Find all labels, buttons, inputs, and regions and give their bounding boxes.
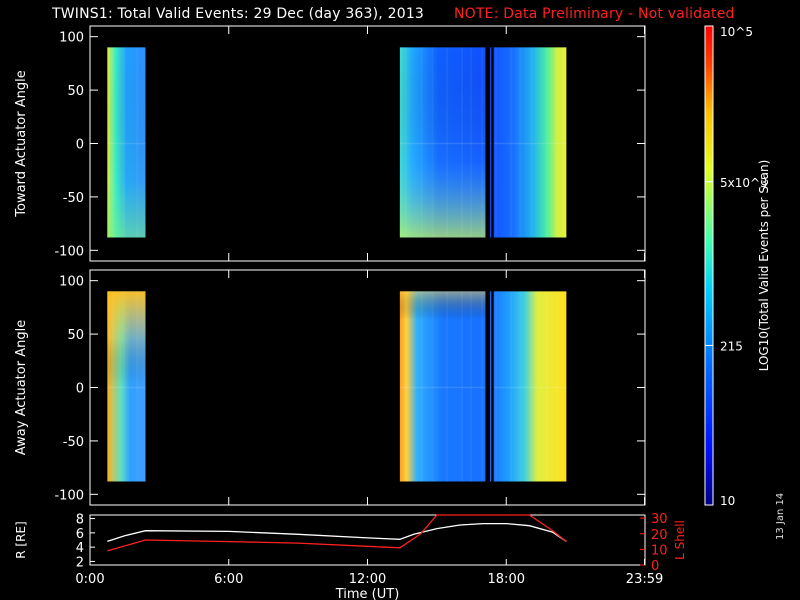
orbit-xtick-label: 6:00 [214,572,243,587]
away-panel-block-3 [490,291,567,482]
toward-panel-ytick-label: -50 [63,191,84,206]
colorbar-tick-label: 10^5 [720,25,753,39]
away-heatmap [107,291,567,482]
colorbar-tick-label: 215 [720,339,743,353]
date-stamp: 13 Jan 14 [775,492,786,540]
orbit-xtick-label: 18:00 [488,572,525,587]
toward-panel-ytick-label: 50 [67,84,84,99]
orbit-ytick-right-label: 30 [651,512,668,527]
orbit-ylabel-left: R [RE] [14,521,28,558]
toward-panel-block-3 [490,47,567,238]
orbit-xtick-label: 12:00 [349,572,386,587]
away-panel-ytick-label: 0 [76,382,84,397]
toward-panel-ytick-label: 100 [59,31,84,46]
away-panel-ytick-label: -100 [54,488,84,503]
preliminary-note: NOTE: Data Preliminary - Not validated [454,6,735,22]
away-panel-ylabel: Away Actuator Angle [14,320,29,455]
toward-panel-ytick-label: -100 [54,244,84,259]
toward-heatmap [107,47,567,238]
orbit-series-l-shell [107,514,567,552]
orbit-xlabel: Time (UT) [335,587,400,600]
orbit-ytick-left-label: 8 [76,513,84,528]
orbit-ylabel-right: L Shell [673,520,687,560]
colorbar-tick-label: 5x10^3 [720,176,768,190]
orbit-series-r [107,522,567,543]
away-panel-ytick-label: 100 [59,275,84,290]
toward-panel-gap [491,47,494,238]
colorbar-tick-label: 10 [720,494,735,508]
orbit-ytick-right-label: 0 [651,559,659,574]
away-panel-gap [491,291,494,482]
chart-title: TWINS1: Total Valid Events: 29 Dec (day … [52,6,425,22]
toward-panel-ytick-label: 0 [76,138,84,153]
toward-panel-block-2-overlay [399,47,486,238]
away-panel-ytick-label: -50 [63,435,84,450]
orbit-ytick-left-label: 4 [76,541,84,556]
orbit-ytick-left-label: 2 [76,555,84,570]
toward-panel-ylabel: Toward Actuator Angle [14,70,29,217]
toward-panel-block-1-overlay [107,47,146,238]
orbit-xtick-label: 0:00 [75,572,104,587]
colorbar-frame [704,25,714,506]
orbit-ytick-right-label: 10 [651,543,668,558]
away-panel-block-2-overlay [399,291,486,482]
away-panel-ytick-label: 50 [67,328,84,343]
orbit-xtick-label: 23:59 [626,572,663,587]
orbit-lines [107,514,567,552]
away-panel-block-1-overlay [107,291,146,482]
colorbar-label: LOG10(Total Valid Events per Scan) [757,160,771,372]
orbit-ytick-left-label: 6 [76,527,84,542]
orbit-ytick-right-label: 20 [651,528,668,543]
